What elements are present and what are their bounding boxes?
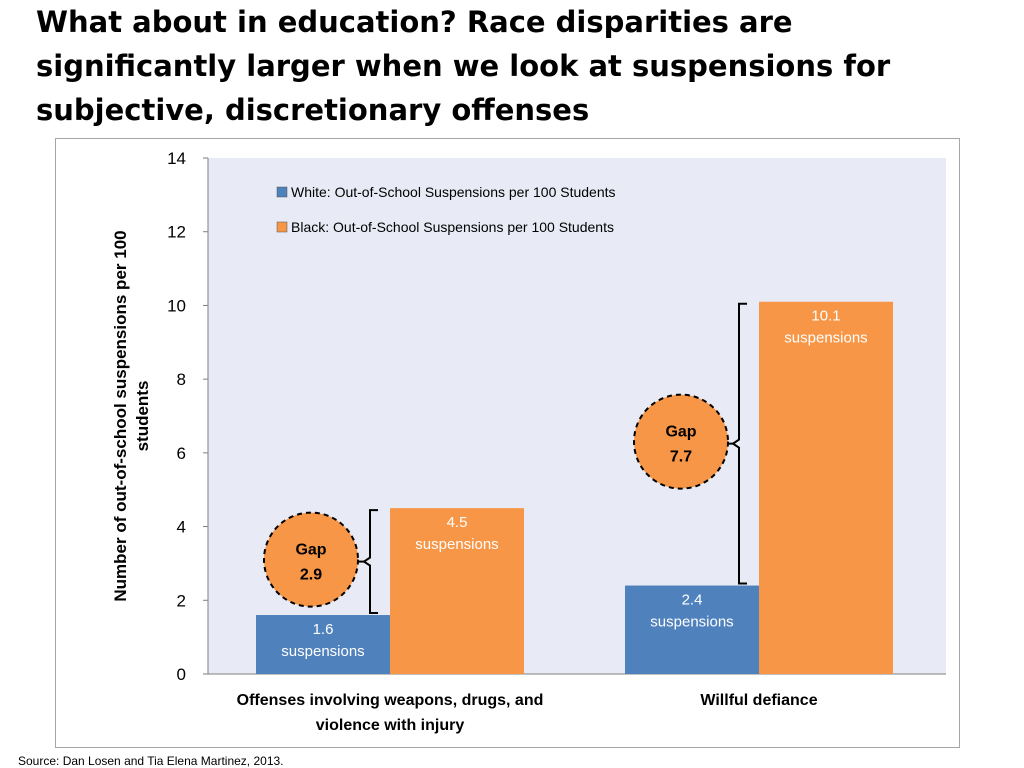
bar-data-label: 10.1 suspensions: [784, 308, 867, 347]
bar-chart: 0 2 4 6 8 10 12 14 Number of out-of-school suspe…: [111, 149, 946, 734]
legend-swatch: [276, 221, 288, 233]
slide-title: What about in education? Race disparitie…: [36, 5, 891, 127]
y-tick-label: 14: [167, 149, 186, 168]
bar-data-label: 1.6 suspensions: [281, 621, 364, 660]
y-tick-label: 8: [177, 370, 186, 389]
gap-label: Gap 2.9: [295, 542, 326, 584]
bar-data-label: 2.4 suspensions: [650, 592, 733, 631]
legend-label: White: Out-of-School Suspensions per 100…: [291, 184, 616, 200]
legend-label: Black: Out-of-School Suspensions per 100…: [291, 219, 614, 235]
category-label: Willful defiance: [700, 692, 817, 709]
y-tick-label: 4: [177, 518, 186, 537]
y-tick-label: 0: [177, 665, 186, 684]
y-tick-label: 2: [177, 591, 186, 610]
y-tick-label: 6: [177, 444, 186, 463]
bar-black: [759, 301, 893, 674]
y-tick-label: 10: [167, 296, 186, 315]
legend-swatch: [276, 186, 288, 198]
gap-circle: [263, 511, 359, 608]
y-tick-label: 12: [167, 223, 186, 242]
y-axis-title: Number of out-of-school suspensions per …: [111, 230, 152, 601]
gap-label: Gap 7.7: [665, 424, 696, 466]
chart-frame: 0 2 4 6 8 10 12 14 Number of out-of-school suspe…: [55, 138, 960, 748]
source-note: Source: Dan Losen and Tia Elena Martinez…: [18, 754, 284, 768]
bar-white: [625, 585, 759, 674]
bar-black: [390, 508, 524, 674]
bar-white: [256, 615, 390, 674]
category-label: Offenses involving weapons, drugs, and vi…: [237, 692, 544, 734]
gap-circle: [633, 393, 729, 490]
bar-data-label: 4.5 suspensions: [415, 514, 498, 553]
